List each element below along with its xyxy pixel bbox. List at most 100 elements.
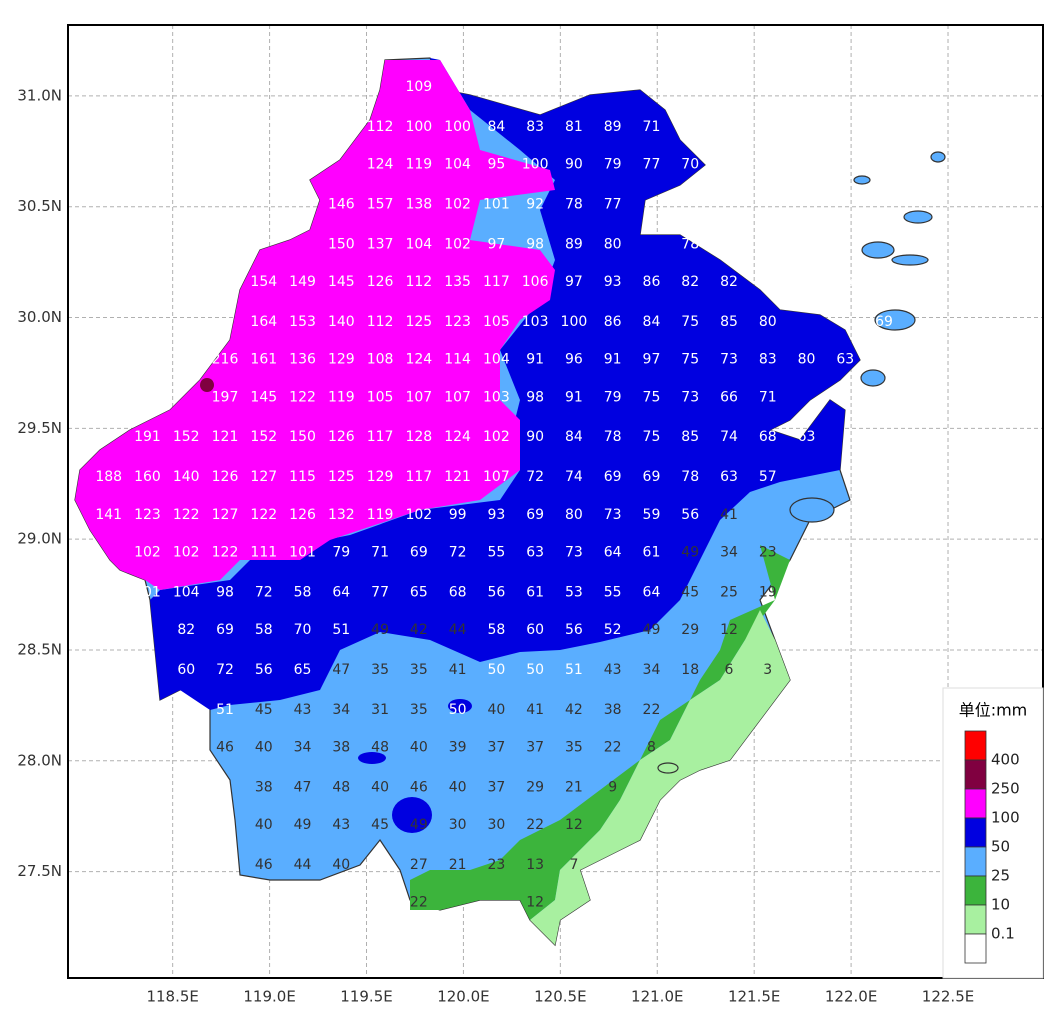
y-tick-label: 31.0N xyxy=(17,86,62,104)
station-value: 112 xyxy=(367,314,394,330)
station-value: 152 xyxy=(173,429,200,445)
station-value: 164 xyxy=(250,314,277,330)
x-tick-label: 119.5E xyxy=(340,988,392,1006)
station-value: 43 xyxy=(294,702,312,718)
x-tick-label: 121.0E xyxy=(631,988,683,1006)
station-value: 44 xyxy=(449,622,467,638)
station-value: 124 xyxy=(444,429,471,445)
station-value: 124 xyxy=(405,352,432,368)
station-value: 23 xyxy=(759,544,777,560)
station-value: 111 xyxy=(250,544,277,560)
station-value: 154 xyxy=(250,274,277,290)
station-value: 56 xyxy=(255,662,273,678)
station-value: 105 xyxy=(483,314,510,330)
station-value: 38 xyxy=(255,779,273,795)
station-value: 47 xyxy=(332,662,350,678)
station-value: 48 xyxy=(332,779,350,795)
station-value: 13 xyxy=(526,857,544,873)
station-value: 119 xyxy=(405,157,432,173)
station-value: 125 xyxy=(328,469,355,485)
station-value: 63 xyxy=(798,429,816,445)
legend-label: 400 xyxy=(991,751,1020,769)
station-value: 30 xyxy=(449,817,467,833)
station-value: 99 xyxy=(449,507,467,523)
station-value: 125 xyxy=(405,314,432,330)
station-value: 100 xyxy=(522,157,549,173)
station-value: 197 xyxy=(212,389,239,405)
station-value: 107 xyxy=(405,389,432,405)
y-tick-label: 30.0N xyxy=(17,308,62,326)
island xyxy=(874,309,916,331)
station-value: 129 xyxy=(328,352,355,368)
station-value: 80 xyxy=(565,507,583,523)
station-value: 9 xyxy=(608,779,617,795)
station-value: 104 xyxy=(173,584,200,600)
station-value: 77 xyxy=(604,197,622,213)
region-50-100 xyxy=(448,699,472,713)
station-value: 84 xyxy=(565,429,583,445)
station-value: 72 xyxy=(449,544,467,560)
station-value: 60 xyxy=(177,662,195,678)
station-value: 31 xyxy=(371,702,389,718)
station-value: 66 xyxy=(720,389,738,405)
station-value: 103 xyxy=(483,389,510,405)
station-value: 29 xyxy=(681,622,699,638)
island xyxy=(903,210,933,224)
y-tick-label: 27.5N xyxy=(17,862,62,880)
station-value: 72 xyxy=(216,662,234,678)
station-value: 90 xyxy=(526,429,544,445)
station-value: 93 xyxy=(604,274,622,290)
station-value: 82 xyxy=(681,274,699,290)
station-value: 35 xyxy=(410,662,428,678)
region-50-100 xyxy=(392,797,432,833)
legend-swatch xyxy=(964,933,987,964)
station-value: 58 xyxy=(255,622,273,638)
station-value: 75 xyxy=(643,389,661,405)
island xyxy=(853,175,871,185)
station-value: 123 xyxy=(444,314,471,330)
station-value: 138 xyxy=(405,197,432,213)
station-value: 69 xyxy=(526,507,544,523)
station-value: 145 xyxy=(328,274,355,290)
station-value: 93 xyxy=(487,507,505,523)
region-50-100 xyxy=(358,752,386,764)
station-value: 69 xyxy=(216,622,234,638)
station-value: 56 xyxy=(681,507,699,523)
station-value: 43 xyxy=(332,817,350,833)
station-value: 102 xyxy=(483,429,510,445)
station-value: 91 xyxy=(565,389,583,405)
legend-label: 100 xyxy=(991,809,1020,827)
station-value: 75 xyxy=(681,352,699,368)
island xyxy=(789,497,835,523)
station-value: 145 xyxy=(250,389,277,405)
station-value: 84 xyxy=(643,314,661,330)
station-value: 40 xyxy=(449,779,467,795)
station-value: 150 xyxy=(289,429,316,445)
island xyxy=(860,369,886,387)
station-value: 52 xyxy=(604,622,622,638)
station-value: 35 xyxy=(410,702,428,718)
station-value: 114 xyxy=(444,352,471,368)
station-value: 103 xyxy=(522,314,549,330)
station-value: 21 xyxy=(565,779,583,795)
y-tick-label: 30.5N xyxy=(17,197,62,215)
station-value: 80 xyxy=(759,314,777,330)
x-tick-label: 120.5E xyxy=(534,988,586,1006)
station-value: 58 xyxy=(294,584,312,600)
station-value: 75 xyxy=(643,429,661,445)
station-value: 42 xyxy=(565,702,583,718)
station-value: 46 xyxy=(410,779,428,795)
station-value: 140 xyxy=(328,314,355,330)
station-value: 45 xyxy=(255,702,273,718)
station-value: 107 xyxy=(483,469,510,485)
station-value: 51 xyxy=(216,702,234,718)
station-value: 25 xyxy=(720,584,738,600)
station-value: 95 xyxy=(487,157,505,173)
station-value: 96 xyxy=(565,352,583,368)
station-value: 78 xyxy=(565,197,583,213)
station-value: 80 xyxy=(604,236,622,252)
station-value: 150 xyxy=(328,236,355,252)
station-value: 136 xyxy=(289,352,316,368)
station-value: 160 xyxy=(134,469,161,485)
station-value: 21 xyxy=(449,857,467,873)
